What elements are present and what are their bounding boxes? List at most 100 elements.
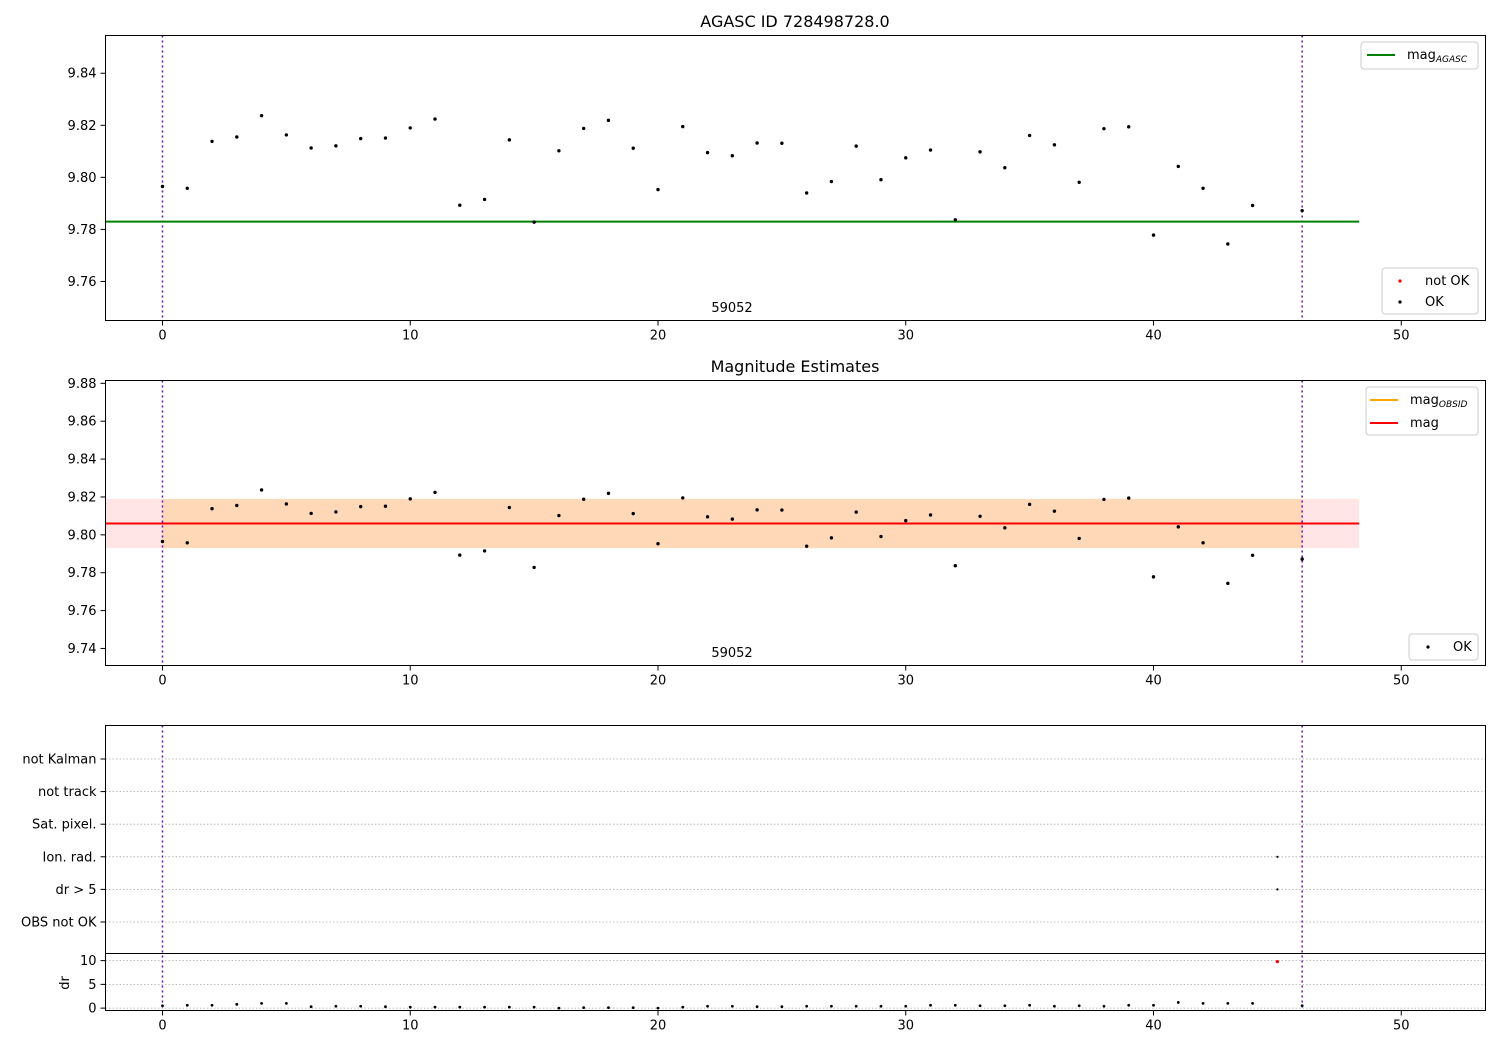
ok-point — [681, 124, 685, 129]
ok-point — [1250, 203, 1255, 208]
dr-not-ok-point — [1275, 959, 1279, 964]
ok-point — [1151, 575, 1156, 579]
panel-1-axes: 9.76 9.78 9.80 9.82 9.84 0 10 20 30 40 50 — [68, 67, 1410, 344]
ok-point — [1201, 541, 1205, 545]
x-tick-label: 0 — [158, 674, 166, 689]
ok-point — [1226, 242, 1230, 246]
ok-point — [1151, 233, 1156, 237]
x-tick-label: 0 — [158, 1019, 166, 1034]
ok-point — [383, 136, 388, 140]
y-tick-label: 9.82 — [68, 490, 97, 505]
dr-ok-point — [706, 1004, 709, 1008]
ok-point — [780, 508, 784, 512]
ok-point — [879, 534, 883, 539]
ok-point — [334, 510, 338, 514]
x-tick-label: 50 — [1393, 674, 1410, 689]
dr-ok-point — [805, 1004, 809, 1008]
panel-3-plot-area — [105, 725, 1486, 1011]
dr-ok-point — [260, 1001, 263, 1005]
ok-point — [1102, 126, 1106, 131]
y-tick-label: 9.78 — [68, 223, 97, 238]
dr-ok-point — [284, 1001, 288, 1005]
panel-2-legend-top[interactable]: magOBSID mag — [1365, 386, 1479, 436]
ok-point — [557, 513, 561, 518]
ok-point — [235, 503, 239, 508]
ok-point — [978, 150, 982, 154]
dr-ok-point — [1077, 1004, 1081, 1008]
ok-point — [1027, 133, 1032, 138]
ok-point — [383, 504, 388, 508]
dr-ok-point — [1251, 1001, 1255, 1005]
ok-point — [1077, 180, 1081, 184]
x-tick-label: 10 — [402, 674, 419, 689]
legend-mag-agasc-label: magAGASC — [1407, 48, 1468, 65]
ok-point — [532, 565, 536, 570]
dr-ok-point — [1152, 1003, 1155, 1007]
panel-1-legend-top[interactable]: magAGASC — [1360, 41, 1479, 70]
ok-point — [458, 553, 462, 557]
ok-point — [1027, 502, 1032, 507]
ok-point — [581, 126, 586, 131]
ok-point — [1176, 525, 1180, 529]
x-tick-label: 10 — [402, 1019, 419, 1034]
legend-not-ok-label: not OK — [1425, 274, 1470, 289]
panel-agasc: AGASC ID 728498728.0 59052 9.769.789.809… — [68, 12, 1486, 344]
ok-point — [284, 133, 289, 137]
legend-ok-label-2: OK — [1453, 640, 1472, 655]
ok-point — [259, 488, 264, 492]
dr-ok-point — [1102, 1004, 1106, 1008]
ok-point — [507, 505, 512, 510]
ok-point — [904, 156, 908, 160]
flag-row-label: not Kalman — [22, 753, 96, 768]
ok-point — [482, 549, 487, 553]
ok-point — [928, 148, 933, 152]
ok-point — [1052, 509, 1057, 513]
ok-point — [656, 542, 660, 546]
legend-not-ok-marker — [1398, 279, 1402, 283]
ok-point — [507, 138, 512, 142]
dr-y-tick-label: 10 — [80, 954, 97, 969]
y-tick-label: 9.82 — [68, 119, 97, 134]
dr-ok-point — [780, 1005, 784, 1009]
panel-2-legend-bottom[interactable]: OK — [1408, 633, 1479, 661]
ok-point — [904, 518, 908, 523]
dr-ok-point — [532, 1005, 536, 1009]
flag-row-label: Ion. rad. — [43, 850, 97, 865]
x-tick-label: 30 — [897, 329, 914, 344]
flag-row-label: OBS not OK — [21, 916, 97, 931]
panel-2-axes: 9.74 9.76 9.78 9.80 9.82 9.84 9.86 9.88 0 10 20 30 4… — [68, 377, 1410, 689]
panel-1-plot-area — [105, 35, 1360, 321]
ok-point — [854, 510, 858, 514]
ok-point — [1077, 536, 1081, 541]
dr-ok-point — [309, 1005, 313, 1009]
ok-point — [210, 507, 214, 511]
x-tick-label: 40 — [1145, 329, 1162, 344]
panel-1-frame — [105, 35, 1486, 321]
ok-point — [705, 515, 710, 519]
x-tick-label: 40 — [1145, 1019, 1162, 1034]
dr-ok-point — [1201, 1001, 1205, 1005]
y-tick-label: 9.80 — [68, 171, 97, 186]
y-tick-label: 9.84 — [68, 67, 97, 82]
ok-point — [705, 150, 710, 155]
flag-row-label: not track — [38, 785, 97, 800]
dr-ok-point — [557, 1006, 561, 1010]
dr-ok-point — [904, 1004, 908, 1008]
dr-ok-point — [1053, 1004, 1056, 1008]
dr-ok-point — [854, 1004, 858, 1008]
ok-point — [309, 146, 313, 150]
ok-point — [581, 497, 586, 501]
dr-ok-point — [1003, 1004, 1007, 1008]
ok-point — [978, 514, 982, 518]
panel-1-legend-bottom[interactable]: not OK OK — [1381, 267, 1479, 315]
ok-point — [358, 504, 363, 509]
ok-point — [532, 220, 536, 224]
legend-ok-marker-2 — [1426, 645, 1430, 649]
y-tick-label: 9.74 — [68, 642, 97, 657]
ok-point — [755, 508, 759, 512]
dr-ok-point — [235, 1002, 239, 1006]
panel-2-plot-area — [105, 380, 1360, 666]
ok-point — [185, 541, 189, 545]
ok-point — [284, 502, 289, 506]
ok-point — [1226, 581, 1230, 586]
